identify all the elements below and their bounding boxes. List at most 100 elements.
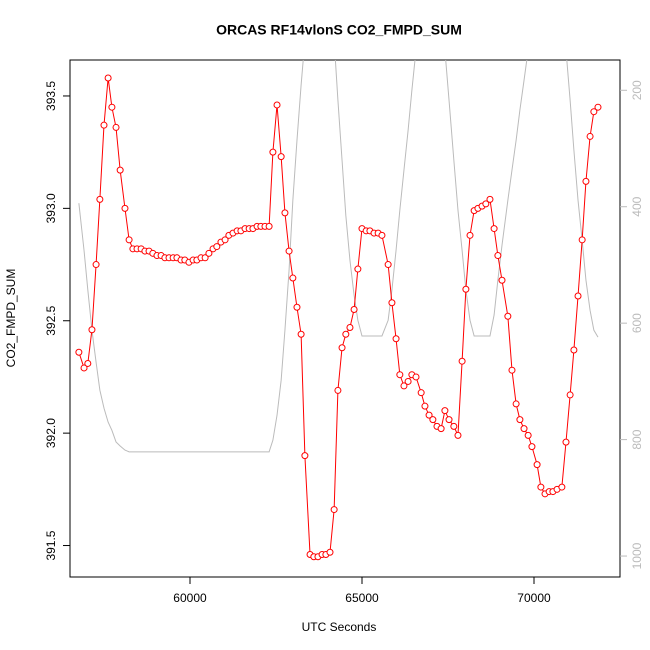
y-axis-label: CO2_FMPD_SUM bbox=[4, 269, 18, 368]
data-point bbox=[213, 243, 221, 251]
data-point bbox=[421, 402, 429, 410]
plot-area bbox=[75, 60, 602, 561]
y-tick-label: 391.5 bbox=[44, 530, 58, 560]
data-point bbox=[293, 303, 301, 311]
data-point bbox=[100, 121, 108, 129]
data-point bbox=[88, 326, 96, 334]
y2-tick-label: 1000 bbox=[630, 542, 644, 569]
data-point bbox=[594, 103, 602, 111]
data-point bbox=[558, 483, 566, 491]
series-line bbox=[78, 77, 599, 558]
data-point bbox=[494, 252, 502, 260]
data-point bbox=[201, 254, 209, 262]
y2-tick-label: 600 bbox=[630, 313, 644, 333]
plot-frame bbox=[69, 59, 621, 578]
data-point bbox=[524, 431, 532, 439]
data-point bbox=[112, 123, 120, 131]
data-point bbox=[301, 452, 309, 460]
y-tick-label: 393.0 bbox=[44, 193, 58, 223]
y-tick-label: 392.5 bbox=[44, 305, 58, 335]
data-point bbox=[570, 346, 578, 354]
data-point bbox=[466, 231, 474, 239]
data-point bbox=[400, 382, 408, 390]
data-point bbox=[326, 548, 334, 556]
x-tick-label: 60000 bbox=[173, 591, 207, 605]
data-point bbox=[537, 483, 545, 491]
data-point bbox=[482, 200, 490, 208]
data-point bbox=[346, 323, 354, 331]
data-point bbox=[508, 366, 516, 374]
data-point bbox=[330, 506, 338, 514]
data-point bbox=[277, 153, 285, 161]
data-point bbox=[84, 359, 92, 367]
data-point bbox=[297, 330, 305, 338]
data-point bbox=[490, 225, 498, 233]
data-point bbox=[512, 400, 520, 408]
data-point bbox=[396, 371, 404, 379]
y2-tick-label: 200 bbox=[630, 80, 644, 100]
data-point bbox=[437, 425, 445, 433]
data-point bbox=[458, 357, 466, 365]
data-point bbox=[445, 416, 453, 424]
data-point bbox=[586, 132, 594, 140]
data-point bbox=[121, 204, 129, 212]
chart-title: ORCAS RF14vlonS CO2_FMPD_SUM bbox=[216, 22, 462, 38]
y2-tick-label: 800 bbox=[630, 429, 644, 449]
data-point bbox=[221, 236, 229, 244]
data-point bbox=[350, 306, 358, 314]
data-point bbox=[205, 249, 213, 257]
data-point bbox=[590, 108, 598, 116]
data-point bbox=[520, 425, 528, 433]
data-point bbox=[289, 274, 297, 282]
data-point bbox=[528, 443, 536, 451]
data-point bbox=[75, 348, 83, 356]
x-tick-label: 70000 bbox=[517, 591, 551, 605]
series-line bbox=[78, 60, 599, 453]
data-point bbox=[378, 231, 386, 239]
data-point bbox=[116, 166, 124, 174]
data-point bbox=[404, 377, 412, 385]
data-point bbox=[342, 330, 350, 338]
data-point bbox=[425, 411, 433, 419]
data-point bbox=[486, 195, 494, 203]
data-point bbox=[96, 195, 104, 203]
data-point bbox=[582, 177, 590, 185]
x-axis-label: UTC Seconds bbox=[302, 620, 377, 634]
data-point bbox=[265, 222, 273, 230]
y-tick-label: 393.5 bbox=[44, 81, 58, 111]
data-point bbox=[498, 276, 506, 284]
data-point bbox=[125, 236, 133, 244]
data-point bbox=[454, 431, 462, 439]
data-point bbox=[273, 101, 281, 109]
data-point bbox=[516, 416, 524, 424]
y-tick-label: 392.0 bbox=[44, 418, 58, 448]
data-point bbox=[269, 148, 277, 156]
data-point bbox=[574, 292, 582, 300]
data-point bbox=[338, 344, 346, 352]
data-point bbox=[108, 103, 116, 111]
data-point bbox=[429, 416, 437, 424]
data-point bbox=[104, 74, 112, 82]
data-point bbox=[285, 247, 293, 255]
data-point bbox=[578, 236, 586, 244]
data-point bbox=[417, 389, 425, 397]
x-tick-label: 65000 bbox=[345, 591, 379, 605]
data-point bbox=[388, 299, 396, 307]
data-point bbox=[566, 391, 574, 399]
data-point bbox=[334, 386, 342, 394]
data-point bbox=[392, 335, 400, 343]
data-point bbox=[533, 461, 541, 469]
data-point bbox=[450, 422, 458, 430]
data-point bbox=[281, 209, 289, 217]
data-point bbox=[92, 261, 100, 269]
data-point bbox=[384, 261, 392, 269]
data-point bbox=[562, 438, 570, 446]
data-point bbox=[504, 312, 512, 320]
data-point bbox=[80, 364, 88, 372]
y2-tick-label: 400 bbox=[630, 196, 644, 216]
data-point bbox=[412, 373, 420, 381]
data-point bbox=[354, 265, 362, 273]
data-point bbox=[462, 285, 470, 293]
data-point bbox=[441, 407, 449, 415]
